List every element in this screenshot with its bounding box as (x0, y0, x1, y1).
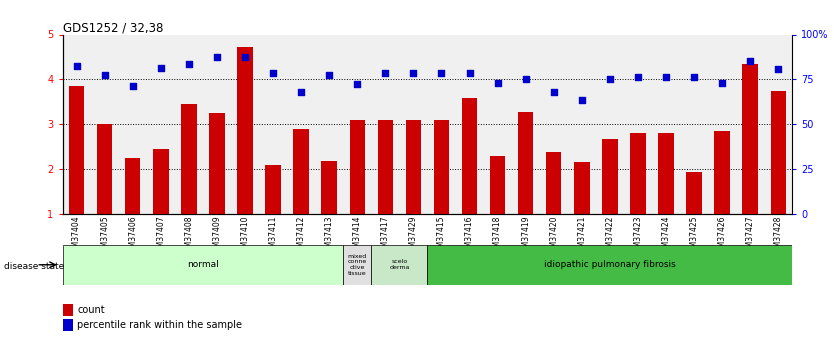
Text: percentile rank within the sample: percentile rank within the sample (77, 321, 242, 330)
Text: normal: normal (187, 260, 219, 269)
Bar (574, 162, 590, 214)
Bar (63, 304, 73, 316)
Bar (153, 149, 168, 214)
Point (210, 54, 224, 60)
Text: mixed
conne
ctive
tissue: mixed conne ctive tissue (348, 254, 367, 276)
Bar (428, 245, 792, 285)
Bar (209, 113, 224, 214)
Bar (294, 129, 309, 214)
Bar (125, 158, 140, 214)
Point (463, 70, 476, 75)
Bar (321, 161, 337, 214)
Bar (349, 120, 365, 214)
Bar (434, 120, 450, 214)
Bar (63, 319, 73, 331)
Point (519, 77, 532, 82)
Bar (602, 139, 618, 214)
Point (98, 72, 111, 78)
Bar (490, 157, 505, 214)
Bar (344, 245, 371, 285)
Bar (97, 124, 113, 214)
Point (771, 67, 785, 72)
Point (266, 70, 279, 75)
Point (575, 97, 589, 102)
Bar (631, 133, 646, 214)
Point (407, 70, 420, 75)
Point (323, 72, 336, 78)
Point (660, 75, 673, 80)
Point (70, 63, 83, 69)
Point (294, 89, 308, 95)
Point (435, 70, 448, 75)
Point (154, 66, 168, 71)
Bar (546, 152, 561, 214)
Bar (462, 98, 477, 214)
Point (547, 89, 560, 95)
Text: idiopathic pulmonary fibrosis: idiopathic pulmonary fibrosis (544, 260, 676, 269)
Point (687, 75, 701, 80)
Text: scelo
derma: scelo derma (389, 259, 409, 270)
Point (491, 80, 505, 86)
Text: count: count (77, 305, 105, 315)
Point (716, 80, 729, 86)
Point (603, 77, 616, 82)
Point (379, 70, 392, 75)
Point (631, 75, 645, 80)
Bar (63, 245, 344, 285)
Point (350, 81, 364, 87)
Point (744, 58, 757, 63)
Bar (742, 64, 758, 214)
Bar (405, 120, 421, 214)
Point (126, 83, 139, 89)
Bar (686, 172, 701, 214)
Text: GDS1252 / 32,38: GDS1252 / 32,38 (63, 21, 163, 34)
Bar (265, 166, 281, 214)
Bar (371, 245, 427, 285)
Bar (658, 133, 674, 214)
Point (239, 54, 252, 60)
Bar (771, 90, 786, 214)
Bar (181, 104, 197, 214)
Bar (715, 131, 730, 214)
Bar (69, 86, 84, 214)
Point (182, 61, 195, 67)
Bar (237, 47, 253, 214)
Bar (518, 112, 534, 214)
Text: disease state: disease state (4, 262, 64, 271)
Bar (378, 120, 393, 214)
